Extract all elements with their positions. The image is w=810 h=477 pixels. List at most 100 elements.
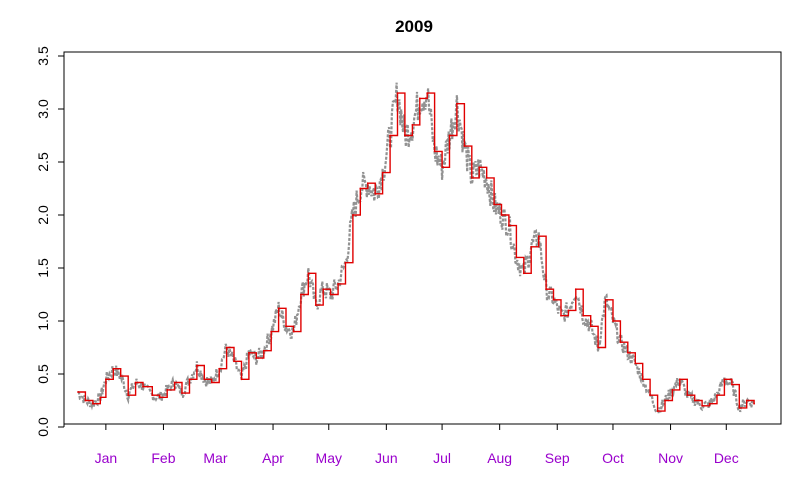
month-label-jul: Jul <box>433 450 451 466</box>
month-label-jan: Jan <box>95 450 118 466</box>
data-point <box>134 381 137 384</box>
data-point <box>166 389 169 391</box>
month-label-sep: Sep <box>545 450 570 466</box>
data-point <box>515 256 518 259</box>
data-point <box>441 166 443 169</box>
data-point <box>119 375 122 377</box>
data-point <box>374 192 377 195</box>
data-point <box>522 272 525 275</box>
series-envelope <box>77 82 755 414</box>
data-point <box>92 402 94 405</box>
month-label-dec: Dec <box>714 450 739 466</box>
data-point <box>671 389 674 391</box>
month-label-oct: Oct <box>602 450 624 466</box>
data-point <box>574 288 577 291</box>
data-point <box>649 394 651 397</box>
data-point <box>612 320 614 322</box>
data-point <box>322 288 325 291</box>
data-point <box>634 362 637 365</box>
y-tick-label: 1.0 <box>35 311 51 331</box>
data-point <box>686 394 689 397</box>
y-tick-label: 0.5 <box>35 364 51 384</box>
data-point <box>359 187 362 190</box>
data-point <box>225 346 228 349</box>
month-label-feb: Feb <box>151 450 175 466</box>
data-point <box>210 381 213 384</box>
data-point <box>470 177 473 179</box>
series-line <box>78 92 755 412</box>
data-point <box>240 378 243 381</box>
data-point <box>656 410 659 412</box>
data-point <box>731 383 733 386</box>
month-label-may: May <box>316 450 342 466</box>
data-point <box>255 357 258 359</box>
data-point <box>641 378 644 381</box>
data-point <box>753 402 755 405</box>
data-point <box>552 298 555 301</box>
data-point <box>307 272 310 275</box>
data-point <box>664 399 666 402</box>
data-point <box>567 309 570 312</box>
data-point <box>723 378 726 381</box>
data-point <box>105 378 107 381</box>
chart-title: 2009 <box>395 17 433 36</box>
month-label-mar: Mar <box>203 450 227 466</box>
y-axis: 0.0 0.5 1.0 1.5 2.0 2.5 3.0 3.5 <box>35 46 65 437</box>
data-point <box>619 341 622 344</box>
data-point <box>366 182 369 185</box>
data-point <box>233 360 235 363</box>
data-point <box>158 396 161 399</box>
data-point <box>500 214 503 216</box>
month-label-aug: Aug <box>487 450 512 466</box>
data-point <box>285 325 287 328</box>
data-point <box>84 399 87 402</box>
data-point <box>112 367 115 370</box>
data-point <box>604 298 607 301</box>
data-point <box>99 396 102 399</box>
data-point <box>142 385 144 388</box>
data-point <box>127 394 130 397</box>
month-label-apr: Apr <box>262 450 284 466</box>
data-point <box>389 134 391 137</box>
data-point <box>693 399 696 402</box>
data-point <box>716 394 718 397</box>
data-point <box>292 330 295 333</box>
plot-frame <box>63 51 782 425</box>
data-point <box>545 288 547 291</box>
data-point <box>396 92 399 94</box>
data-point <box>381 171 384 174</box>
data-point <box>329 293 332 296</box>
data-point <box>426 92 429 94</box>
data-point <box>456 102 458 105</box>
data-point <box>478 166 481 169</box>
data-point <box>701 404 703 407</box>
data-point <box>248 351 250 354</box>
y-tick-label: 2.0 <box>35 205 51 225</box>
data-point <box>181 392 183 394</box>
data-point <box>448 134 451 137</box>
data-point <box>188 378 191 381</box>
data-point <box>277 307 280 310</box>
data-point <box>344 261 347 264</box>
data-point <box>262 349 265 352</box>
data-point <box>433 150 436 153</box>
y-tick-label: 2.5 <box>35 152 51 172</box>
data-point <box>626 351 629 354</box>
data-point <box>337 283 339 285</box>
x-axis: Jan Feb Mar Apr May Jun Jul Aug Sep Oct Nov Dec <box>95 423 739 466</box>
data-point <box>270 330 273 333</box>
data-point <box>508 224 510 227</box>
data-point <box>738 407 741 409</box>
month-label-jun: Jun <box>375 450 398 466</box>
data-point <box>708 402 711 405</box>
data-point <box>537 235 540 238</box>
data-point <box>485 177 488 179</box>
data-point <box>300 293 302 296</box>
data-point <box>203 378 206 381</box>
y-tick-label: 0.0 <box>35 417 51 437</box>
data-point <box>582 314 585 317</box>
data-point <box>418 97 421 100</box>
y-tick-label: 1.5 <box>35 258 51 278</box>
data-point <box>597 346 599 349</box>
